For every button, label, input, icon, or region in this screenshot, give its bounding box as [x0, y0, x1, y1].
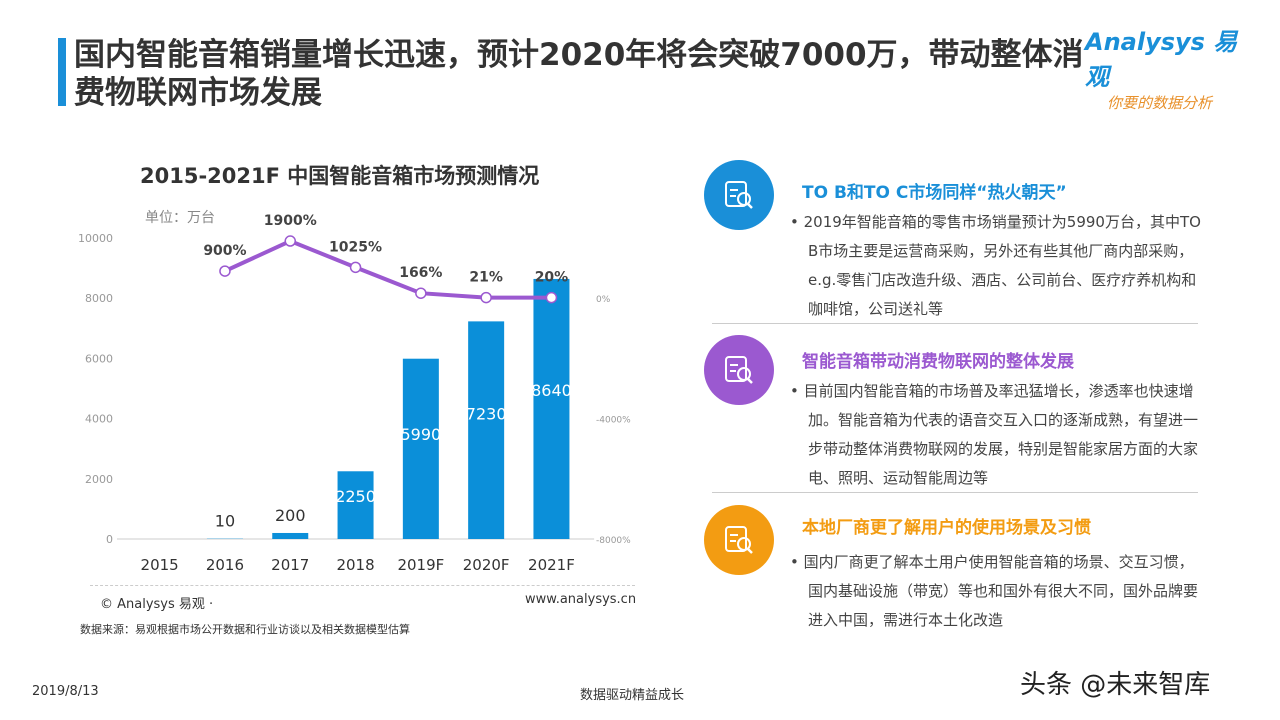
x-tick-label: 2018	[336, 556, 374, 574]
y-tick-label: 2000	[85, 473, 113, 486]
x-tick-label: 2019F	[397, 556, 444, 574]
chart-title: 2015-2021F 中国智能音箱市场预测情况	[140, 164, 540, 188]
line-point	[284, 235, 296, 247]
section-text: • 目前国内智能音箱的市场普及率迅猛增长，渗透率也快速增加。智能音箱为代表的语音…	[790, 382, 1199, 487]
x-tick-label: 2016	[206, 556, 244, 574]
y2-tick-label: -8000%	[596, 536, 631, 546]
line-value-label: 20%	[535, 270, 569, 286]
website: www.analysys.cn	[525, 592, 637, 607]
footer-date: 2019/8/13	[32, 684, 99, 699]
page-title: 国内智能音箱销量增长迅速，预计2020年将会突破7000万，带动整体消费物联网市…	[74, 37, 1084, 111]
bar-value-label: 200	[275, 506, 306, 525]
document-search-icon	[704, 335, 774, 405]
separator	[712, 492, 1198, 493]
y-tick-label: 0	[106, 533, 113, 546]
line-value-label: 900%	[203, 243, 246, 259]
unit-label: 单位：万台	[145, 210, 215, 226]
bar	[337, 471, 374, 539]
bar	[533, 278, 570, 539]
data-source: 数据来源：易观根据市场公开数据和行业访谈以及相关数据模型估算	[80, 623, 410, 636]
bar-value-label: 2250	[335, 487, 376, 506]
document-search-icon	[704, 160, 774, 230]
section-local-vendors: 本地厂商更了解用户的使用场景及习惯 • 国内厂商更了解本土用户使用智能音箱的场景…	[704, 505, 1204, 645]
section-text: • 国内厂商更了解本土用户使用智能音箱的场景、交互习惯，国内基础设施（带宽）等也…	[790, 553, 1199, 629]
logo-text: Analysys 易观	[1085, 28, 1238, 91]
bar-value-label: 10	[215, 512, 235, 531]
separator	[712, 323, 1198, 324]
logo-slogan: 你要的数据分析	[1107, 94, 1213, 112]
line-point	[219, 265, 231, 277]
section-to-b-to-c: TO B和TO C市场同样“热火朝天” • 2019年智能音箱的零售市场销量预计…	[704, 160, 1204, 320]
section-heading: 智能音箱带动消费物联网的整体发展	[802, 352, 1074, 372]
x-tick-label: 2020F	[463, 556, 510, 574]
x-tick-label: 2015	[141, 556, 179, 574]
growth-line	[224, 238, 552, 300]
document-search-icon	[704, 505, 774, 575]
bar	[402, 358, 439, 539]
y-tick-label: 10000	[78, 232, 113, 245]
line-value-label: 21%	[469, 270, 503, 286]
y2-tick-label: -4000%	[596, 416, 631, 426]
y-tick-label: 8000	[85, 292, 113, 305]
divider	[90, 585, 635, 586]
line-point	[415, 287, 427, 299]
line-point	[349, 261, 362, 274]
bar	[468, 321, 505, 539]
line-value-label: 1025%	[329, 239, 382, 255]
bar-value-label: 5990	[400, 425, 441, 444]
section-heading: TO B和TO C市场同样“热火朝天”	[802, 183, 1067, 203]
section-iot: 智能音箱带动消费物联网的整体发展 • 目前国内智能音箱的市场普及率迅猛增长，渗透…	[704, 335, 1204, 495]
line-value-label: 166%	[399, 265, 442, 281]
y-tick-label: 4000	[85, 413, 113, 426]
line-point	[480, 291, 492, 304]
bar-value-label: 7230	[466, 404, 507, 423]
y-tick-label: 6000	[85, 352, 113, 365]
line-value-label: 1900%	[264, 213, 317, 229]
y2-tick-label: 0%	[596, 295, 611, 305]
section-heading: 本地厂商更了解用户的使用场景及习惯	[802, 518, 1091, 538]
copyright: © Analysys 易观 ·	[100, 597, 214, 612]
logo: Analysys 易观 你要的数据分析	[1085, 22, 1255, 113]
watermark: 头条 @未来智库	[1020, 670, 1211, 700]
title-accent-bar	[58, 38, 66, 106]
x-tick-label: 2021F	[528, 556, 575, 574]
bar-value-label: 8640	[531, 381, 572, 400]
x-tick-label: 2017	[271, 556, 309, 574]
line-point	[545, 291, 558, 304]
footer-slogan: 数据驱动精益成长	[580, 688, 685, 703]
section-text: • 2019年智能音箱的零售市场销量预计为5990万台，其中TO B市场主要是运…	[790, 213, 1201, 318]
bar	[272, 532, 309, 539]
